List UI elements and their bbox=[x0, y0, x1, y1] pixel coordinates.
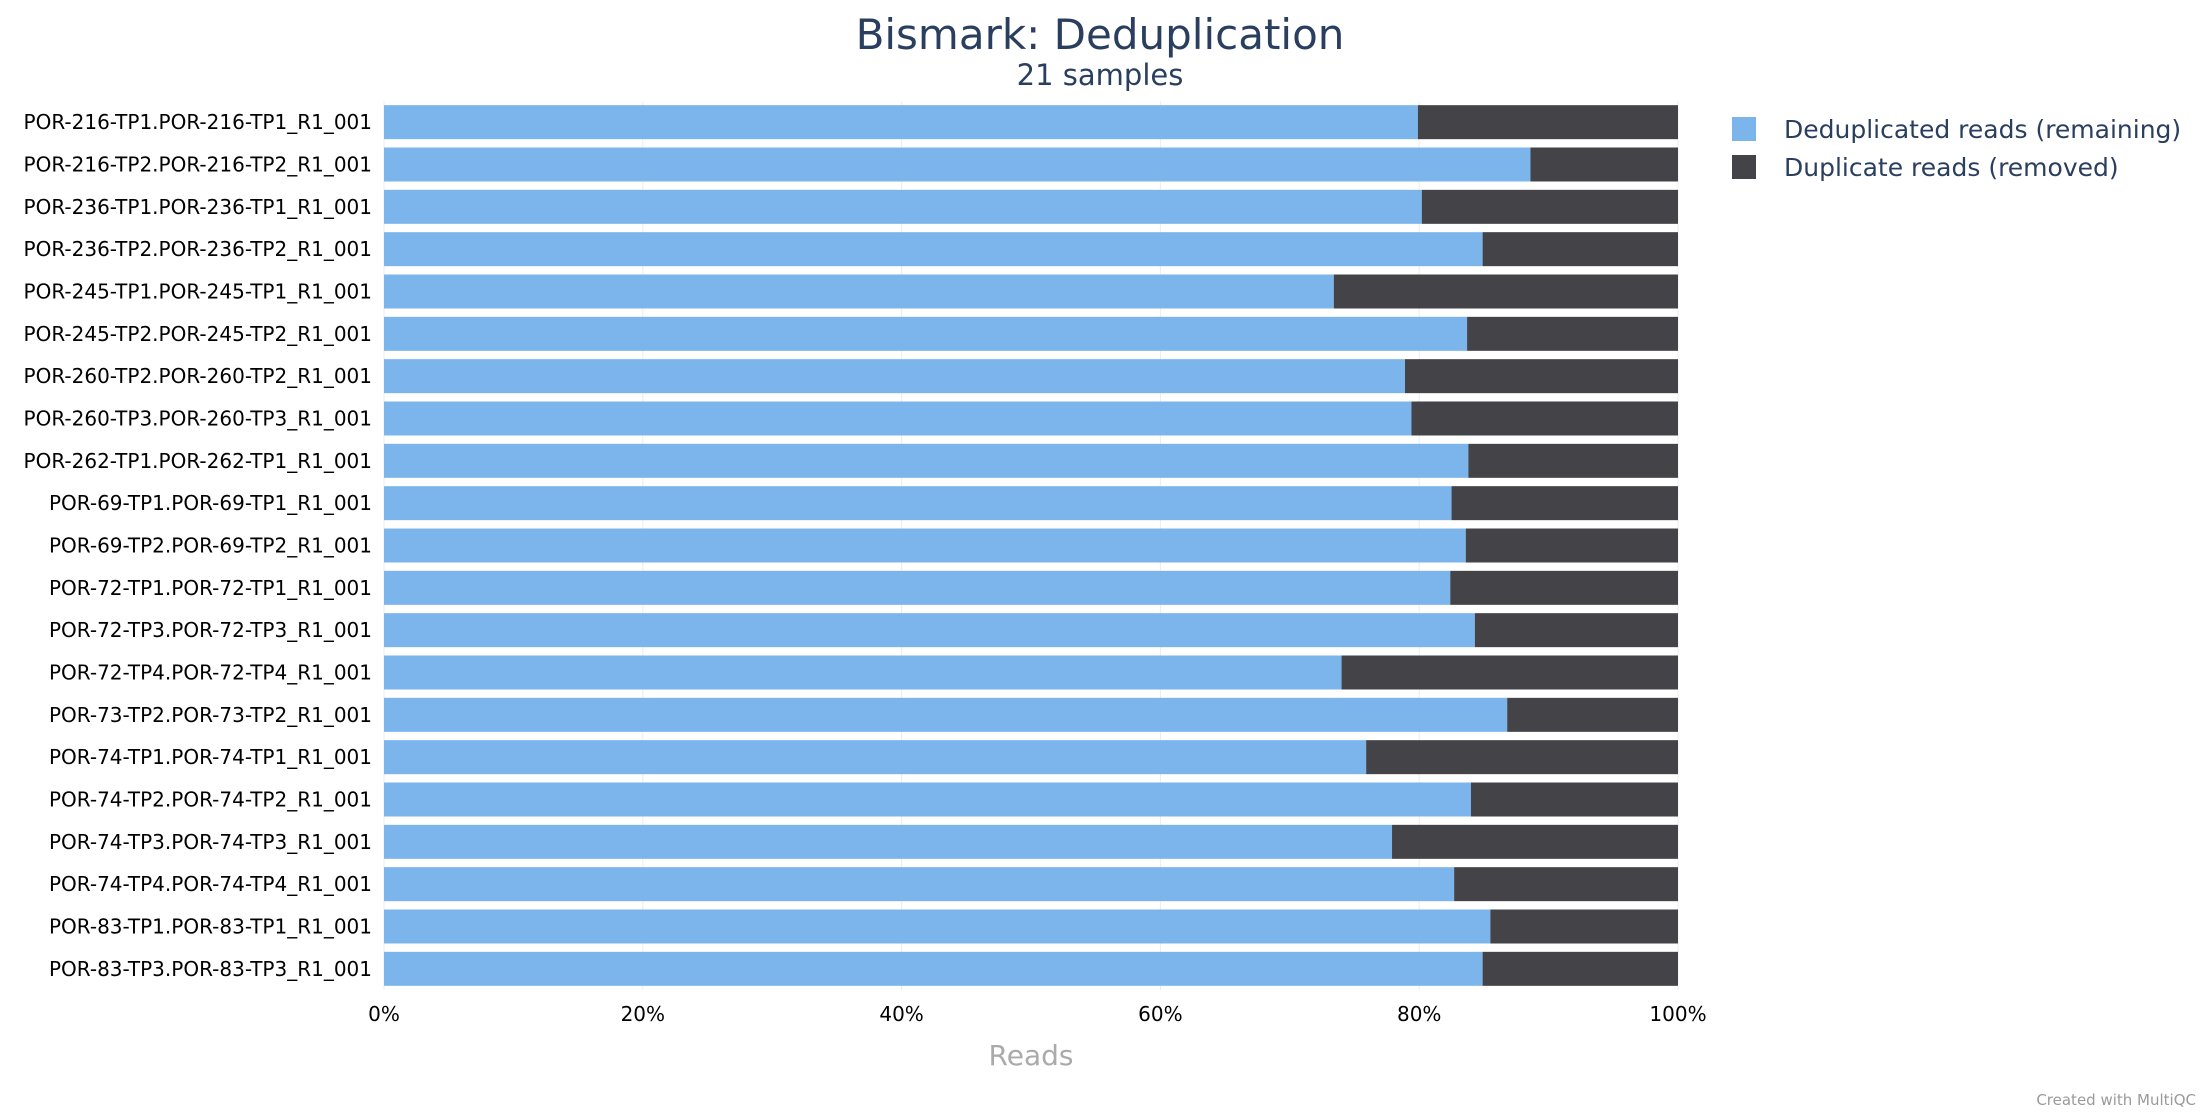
legend-label: Deduplicated reads (remaining) bbox=[1784, 115, 2181, 144]
bar-duplicate[interactable] bbox=[1482, 232, 1678, 267]
y-tick-label: POR-262-TP1.POR-262-TP1_R1_001 bbox=[24, 449, 372, 473]
bar-duplicate[interactable] bbox=[1450, 570, 1678, 605]
bar-deduplicated[interactable] bbox=[384, 782, 1471, 817]
x-axis-title: Reads bbox=[989, 1039, 1074, 1072]
bar-duplicate[interactable] bbox=[1474, 613, 1678, 648]
y-tick-label: POR-216-TP2.POR-216-TP2_R1_001 bbox=[24, 153, 372, 177]
y-tick-label: POR-72-TP3.POR-72-TP3_R1_001 bbox=[49, 618, 372, 642]
bars bbox=[384, 105, 1678, 986]
multiqc-credit[interactable]: Created with MultiQC bbox=[2036, 1091, 2196, 1109]
bar-duplicate[interactable] bbox=[1333, 274, 1678, 309]
bar-deduplicated[interactable] bbox=[384, 189, 1422, 224]
bar-duplicate[interactable] bbox=[1411, 401, 1678, 436]
bar-duplicate[interactable] bbox=[1530, 147, 1678, 182]
bar-duplicate[interactable] bbox=[1467, 316, 1678, 351]
bar-deduplicated[interactable] bbox=[384, 824, 1393, 859]
bar-deduplicated[interactable] bbox=[384, 951, 1483, 986]
bar-deduplicated[interactable] bbox=[384, 359, 1405, 394]
y-tick-label: POR-69-TP2.POR-69-TP2_R1_001 bbox=[49, 534, 372, 558]
x-tick-label: 20% bbox=[621, 1002, 665, 1026]
y-tick-label: POR-236-TP2.POR-236-TP2_R1_001 bbox=[24, 237, 372, 261]
bar-duplicate[interactable] bbox=[1417, 105, 1678, 140]
bar-deduplicated[interactable] bbox=[384, 570, 1451, 605]
bar-duplicate[interactable] bbox=[1366, 740, 1678, 775]
bar-deduplicated[interactable] bbox=[384, 613, 1475, 648]
bar-duplicate[interactable] bbox=[1454, 867, 1678, 902]
x-tick-label: 0% bbox=[368, 1002, 400, 1026]
y-tick-label: POR-245-TP1.POR-245-TP1_R1_001 bbox=[24, 280, 372, 304]
y-tick-label: POR-245-TP2.POR-245-TP2_R1_001 bbox=[24, 322, 372, 346]
y-tick-label: POR-74-TP3.POR-74-TP3_R1_001 bbox=[49, 830, 372, 854]
bar-deduplicated[interactable] bbox=[384, 486, 1452, 521]
bar-duplicate[interactable] bbox=[1482, 951, 1678, 986]
y-tick-label: POR-74-TP4.POR-74-TP4_R1_001 bbox=[49, 872, 372, 896]
x-tick-label: 80% bbox=[1397, 1002, 1441, 1026]
y-tick-label: POR-260-TP3.POR-260-TP3_R1_001 bbox=[24, 407, 372, 431]
bar-deduplicated[interactable] bbox=[384, 909, 1491, 944]
bar-deduplicated[interactable] bbox=[384, 147, 1531, 182]
y-tick-label: POR-72-TP1.POR-72-TP1_R1_001 bbox=[49, 576, 372, 600]
bar-deduplicated[interactable] bbox=[384, 443, 1469, 478]
bar-duplicate[interactable] bbox=[1468, 443, 1678, 478]
legend-swatch bbox=[1732, 117, 1756, 141]
x-tick-label: 60% bbox=[1138, 1002, 1182, 1026]
legend-label: Duplicate reads (removed) bbox=[1784, 153, 2119, 182]
bar-duplicate[interactable] bbox=[1421, 189, 1678, 224]
legend-swatch bbox=[1732, 155, 1756, 179]
y-tick-label: POR-236-TP1.POR-236-TP1_R1_001 bbox=[24, 195, 372, 219]
bar-deduplicated[interactable] bbox=[384, 316, 1468, 351]
bar-duplicate[interactable] bbox=[1341, 655, 1678, 690]
bar-duplicate[interactable] bbox=[1451, 486, 1678, 521]
chart-subtitle: 21 samples bbox=[1017, 58, 1184, 92]
y-tick-label: POR-83-TP1.POR-83-TP1_R1_001 bbox=[49, 915, 372, 939]
legend-item[interactable]: Deduplicated reads (remaining) bbox=[1732, 115, 2181, 144]
bar-duplicate[interactable] bbox=[1404, 359, 1678, 394]
y-tick-label: POR-74-TP1.POR-74-TP1_R1_001 bbox=[49, 745, 372, 769]
y-tick-label: POR-72-TP4.POR-72-TP4_R1_001 bbox=[49, 661, 372, 685]
y-tick-label: POR-216-TP1.POR-216-TP1_R1_001 bbox=[24, 110, 372, 134]
x-tick-label: 100% bbox=[1649, 1002, 1706, 1026]
y-tick-label: POR-83-TP3.POR-83-TP3_R1_001 bbox=[49, 957, 372, 981]
legend-item[interactable]: Duplicate reads (removed) bbox=[1732, 153, 2119, 182]
bar-deduplicated[interactable] bbox=[384, 740, 1367, 775]
bar-duplicate[interactable] bbox=[1465, 528, 1678, 563]
chart-title: Bismark: Deduplication bbox=[856, 10, 1345, 59]
bar-duplicate[interactable] bbox=[1470, 782, 1678, 817]
bar-deduplicated[interactable] bbox=[384, 697, 1508, 732]
legend: Deduplicated reads (remaining) Duplicate … bbox=[1732, 115, 2181, 182]
bar-duplicate[interactable] bbox=[1392, 824, 1678, 859]
x-tick-label: 40% bbox=[879, 1002, 923, 1026]
x-axis-labels: 0% 20% 40% 60% 80% 100% bbox=[368, 1002, 1706, 1026]
bar-deduplicated[interactable] bbox=[384, 867, 1455, 902]
bar-deduplicated[interactable] bbox=[384, 528, 1466, 563]
bar-deduplicated[interactable] bbox=[384, 274, 1334, 309]
y-axis-labels: POR-216-TP1.POR-216-TP1_R1_001 POR-216-TP… bbox=[24, 110, 372, 981]
y-tick-label: POR-73-TP2.POR-73-TP2_R1_001 bbox=[49, 703, 372, 727]
y-tick-label: POR-69-TP1.POR-69-TP1_R1_001 bbox=[49, 491, 372, 515]
y-tick-label: POR-260-TP2.POR-260-TP2_R1_001 bbox=[24, 364, 372, 388]
bar-deduplicated[interactable] bbox=[384, 232, 1483, 267]
y-tick-label: POR-74-TP2.POR-74-TP2_R1_001 bbox=[49, 788, 372, 812]
bar-duplicate[interactable] bbox=[1490, 909, 1678, 944]
bar-deduplicated[interactable] bbox=[384, 401, 1412, 436]
bar-duplicate[interactable] bbox=[1507, 697, 1678, 732]
bar-deduplicated[interactable] bbox=[384, 105, 1418, 140]
bar-deduplicated[interactable] bbox=[384, 655, 1342, 690]
